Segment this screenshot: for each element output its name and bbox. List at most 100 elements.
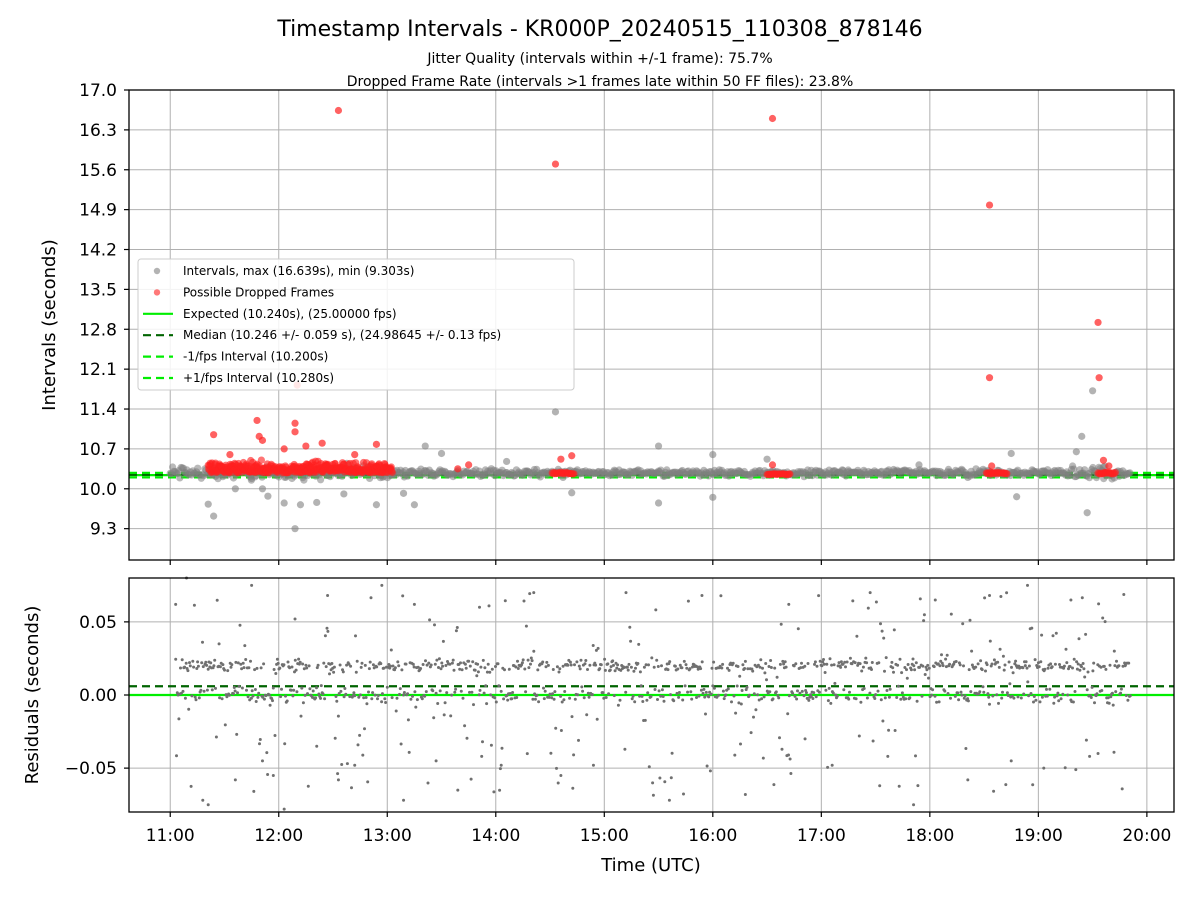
- residual-point: [1059, 697, 1063, 701]
- residual-point: [475, 674, 479, 678]
- residual-point: [546, 663, 550, 667]
- residual-point: [656, 698, 659, 701]
- interval-point: [1089, 387, 1097, 395]
- residual-point: [1011, 671, 1015, 675]
- residual-point: [640, 694, 644, 698]
- residual-point: [187, 707, 191, 711]
- residual-point: [892, 670, 895, 674]
- residual-point: [336, 772, 340, 776]
- residual-point: [541, 660, 545, 664]
- residual-point: [452, 668, 456, 672]
- residual-point: [413, 690, 417, 694]
- residual-point: [188, 661, 191, 665]
- residual-point: [233, 689, 237, 693]
- dropped-frame-point: [568, 452, 576, 460]
- dropped-frame-point: [1095, 374, 1103, 382]
- residual-point: [793, 694, 797, 698]
- residual-point: [568, 660, 572, 664]
- residual-point: [315, 744, 319, 748]
- residual-point: [247, 666, 251, 670]
- residual-point: [673, 664, 677, 668]
- residual-point: [695, 696, 698, 699]
- residual-point: [813, 660, 817, 664]
- residual-point: [798, 691, 802, 695]
- residual-point: [779, 622, 783, 626]
- residual-point: [757, 698, 761, 702]
- residual-point: [395, 696, 399, 700]
- residual-point: [334, 695, 338, 698]
- residual-point: [326, 594, 330, 598]
- residual-point: [524, 690, 528, 694]
- residual-point: [345, 762, 349, 766]
- residual-point: [584, 659, 588, 662]
- residual-point: [871, 739, 875, 743]
- residual-point: [576, 693, 580, 697]
- residual-point: [660, 688, 664, 692]
- residual-point: [826, 699, 830, 703]
- dropped-frame-point: [291, 419, 299, 427]
- residual-point: [878, 784, 882, 788]
- residual-point: [660, 664, 663, 668]
- residual-point: [1073, 690, 1077, 693]
- residual-point: [827, 686, 831, 690]
- residual-point: [998, 647, 1002, 651]
- residual-point: [833, 681, 837, 685]
- residual-point: [888, 687, 892, 691]
- residual-point: [1103, 620, 1107, 624]
- residual-point: [612, 694, 616, 698]
- residual-point: [724, 693, 728, 697]
- residual-point: [225, 695, 229, 699]
- residual-point: [271, 773, 275, 777]
- residual-point: [645, 698, 649, 702]
- residual-point: [197, 696, 201, 700]
- residual-point: [659, 694, 663, 698]
- residual-point: [897, 784, 901, 788]
- residual-point: [675, 691, 679, 695]
- residual-point: [323, 634, 327, 638]
- interval-point: [410, 501, 418, 509]
- residual-point: [411, 662, 415, 666]
- residual-point: [666, 668, 670, 672]
- residual-point: [402, 693, 405, 697]
- residual-point: [1099, 665, 1103, 669]
- residual-point: [598, 667, 602, 671]
- residual-point: [743, 792, 747, 796]
- residual-point: [949, 612, 953, 616]
- residual-point: [731, 661, 735, 665]
- residual-point: [970, 649, 974, 653]
- residual-point: [1026, 680, 1030, 684]
- residual-point: [743, 667, 747, 670]
- residual-point: [1039, 660, 1043, 664]
- residual-point: [771, 697, 775, 701]
- residual-point: [526, 658, 530, 662]
- residual-point: [236, 691, 239, 695]
- residual-point: [291, 694, 295, 698]
- residual-point: [498, 767, 502, 771]
- residual-point: [805, 696, 809, 700]
- residual-point: [618, 698, 622, 702]
- chart-subtitle-dropped: Dropped Frame Rate (intervals >1 frames …: [347, 74, 854, 90]
- residual-point: [317, 692, 321, 696]
- residual-point: [705, 764, 709, 768]
- residual-point: [900, 671, 904, 675]
- residual-point: [380, 583, 384, 587]
- interval-point: [1070, 465, 1078, 473]
- residual-point: [573, 663, 576, 667]
- residual-point: [806, 662, 810, 665]
- residual-point: [218, 665, 222, 669]
- residual-point: [661, 695, 665, 698]
- residual-point: [230, 663, 234, 667]
- residual-point: [979, 659, 983, 663]
- residual-point: [385, 685, 389, 689]
- residual-point: [773, 666, 777, 670]
- residual-point: [244, 658, 248, 661]
- interval-point: [264, 492, 272, 500]
- residual-point: [190, 694, 194, 698]
- residuals-panel: −0.050.000.05 11:00 12:00 13:00 14:00 15:00 1…: [22, 576, 1175, 876]
- residual-point: [1108, 663, 1112, 667]
- residual-point: [974, 665, 978, 669]
- residual-point: [1029, 692, 1033, 695]
- residual-point: [607, 692, 611, 696]
- residual-point: [467, 659, 471, 663]
- residual-point: [937, 700, 941, 704]
